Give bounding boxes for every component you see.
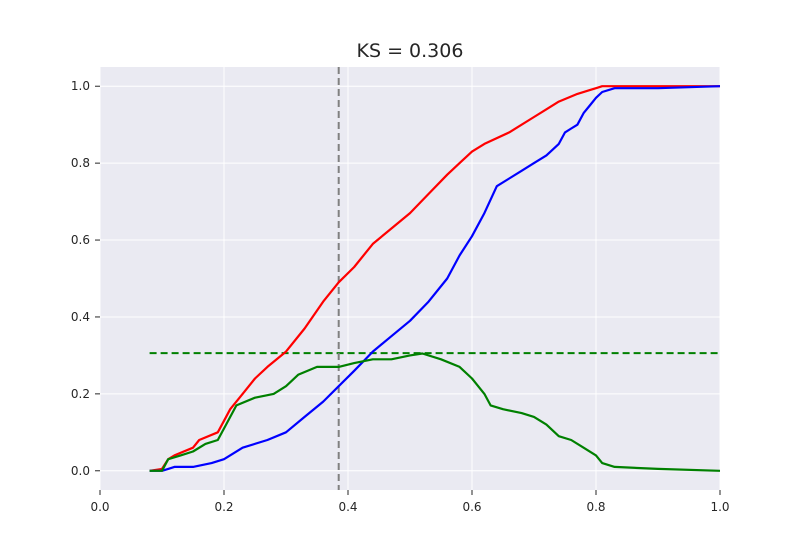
series-lines <box>149 85 721 472</box>
series-line-2 <box>149 85 721 472</box>
y-tick-label: 0.0 <box>71 464 90 478</box>
y-tick-label: 0.2 <box>71 387 90 401</box>
series-line-3 <box>149 352 721 472</box>
x-tick-label: 0.0 <box>90 500 109 514</box>
y-tick-label: 1.0 <box>71 79 90 93</box>
grid-lines <box>99 67 721 490</box>
x-tick-label: 0.6 <box>462 500 481 514</box>
x-tick-label: 0.8 <box>586 500 605 514</box>
x-tick-label: 0.2 <box>214 500 233 514</box>
y-tick-label: 0.4 <box>71 310 90 324</box>
y-tick-label: 0.8 <box>71 156 90 170</box>
tick-labels: 0.0 0.2 0.4 0.6 0.8 1.0 0.0 0.2 0.4 0.6 0.8 1.0 <box>71 79 730 514</box>
reference-lines <box>149 67 720 490</box>
x-tick-label: 1.0 <box>710 500 729 514</box>
chart-title: KS = 0.306 <box>357 40 464 62</box>
plot-background <box>100 67 720 490</box>
series-line-1 <box>149 85 720 472</box>
y-tick-label: 0.6 <box>71 233 90 247</box>
x-tick-label: 0.4 <box>338 500 357 514</box>
